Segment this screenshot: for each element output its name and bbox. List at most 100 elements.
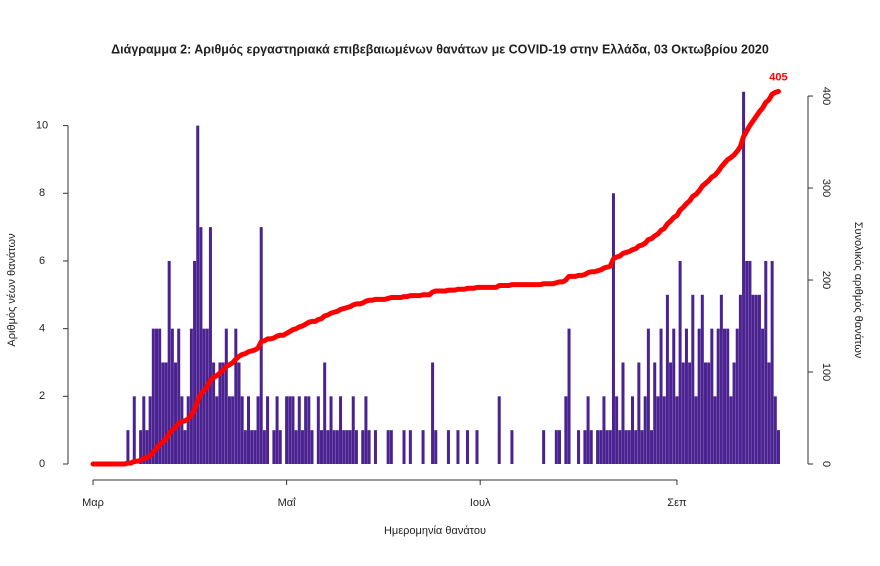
bar: [611, 193, 615, 465]
bar: [764, 260, 768, 464]
bar: [364, 396, 368, 464]
bar: [662, 396, 666, 464]
bar: [329, 396, 333, 464]
bar: [221, 362, 225, 464]
bar: [542, 430, 546, 464]
bar: [132, 396, 136, 464]
bar: [732, 362, 736, 464]
bar: [688, 362, 692, 464]
bar: [272, 430, 276, 464]
bar: [215, 396, 219, 464]
bar: [748, 260, 752, 464]
bar: [431, 362, 435, 464]
bar: [189, 328, 193, 464]
bar: [202, 328, 206, 464]
bar: [402, 430, 406, 464]
bar: [694, 396, 698, 464]
bar: [319, 430, 324, 464]
bar: [510, 430, 514, 464]
bar: [237, 362, 241, 464]
bar: [745, 260, 749, 464]
bar: [770, 260, 774, 464]
bar: [567, 328, 571, 464]
cumulative-line: [90, 88, 781, 467]
bar: [713, 396, 717, 464]
x-axis-title: Ημερομηνία θανάτου: [384, 525, 486, 537]
bar: [691, 294, 695, 464]
bar: [742, 91, 746, 465]
annotation: 405: [769, 71, 787, 83]
bar: [446, 430, 450, 464]
bar: [475, 430, 479, 464]
y2-tick-label: 100: [820, 363, 832, 381]
bar: [300, 430, 304, 464]
bar: [212, 362, 216, 464]
bar: [615, 396, 619, 464]
bar: [589, 430, 593, 464]
bar: [678, 260, 682, 464]
bar: [158, 328, 162, 464]
bar: [154, 328, 158, 464]
bar: [624, 430, 628, 464]
x-tick-label: Μαρ: [82, 497, 104, 509]
bar: [126, 430, 130, 464]
bar: [148, 396, 152, 464]
bar: [710, 328, 714, 464]
bar: [142, 396, 146, 464]
bar: [605, 430, 609, 464]
bar: [164, 362, 168, 464]
bar: [288, 396, 292, 464]
bar: [227, 396, 231, 464]
bar: [234, 328, 238, 464]
bar: [719, 294, 723, 464]
bar: [564, 396, 568, 464]
bar: [456, 430, 460, 464]
bar: [326, 430, 330, 464]
bar: [316, 396, 320, 464]
bar: [751, 294, 755, 464]
bar: [205, 328, 209, 464]
bar: [703, 362, 707, 464]
bar: [294, 430, 298, 464]
chart-title: Διάγραμμα 2: Αριθμός εργαστηριακά επιβεβ…: [111, 42, 769, 56]
bar: [174, 362, 178, 464]
bar: [421, 430, 425, 464]
bar: [497, 396, 501, 464]
bar: [208, 227, 212, 464]
y-tick-label: 8: [39, 187, 45, 199]
bar: [389, 430, 393, 464]
bar: [634, 430, 638, 464]
bar: [697, 328, 701, 464]
bar: [332, 430, 336, 464]
bar: [726, 328, 730, 464]
bar: [596, 430, 600, 464]
bar: [323, 362, 327, 464]
bar: [700, 294, 704, 464]
bar: [757, 294, 761, 464]
bar: [637, 362, 641, 464]
bar: [599, 430, 603, 464]
bar: [262, 430, 266, 464]
bar: [348, 430, 352, 464]
bar: [218, 362, 222, 464]
bar: [310, 430, 314, 464]
bar: [554, 430, 558, 464]
bar: [351, 396, 355, 464]
y-tick-label: 10: [36, 120, 48, 132]
bar: [145, 430, 149, 464]
y2-tick-label: 200: [820, 271, 832, 289]
bar: [767, 362, 771, 464]
bar: [266, 396, 270, 464]
bar: [602, 396, 606, 464]
bar: [243, 430, 247, 464]
bar: [621, 362, 625, 464]
bar: [345, 430, 349, 464]
y2-tick-label: 0: [820, 461, 832, 467]
bar: [656, 396, 660, 464]
bar: [183, 430, 187, 464]
bar: [627, 430, 631, 464]
bar: [253, 430, 257, 464]
bar: [275, 396, 279, 464]
bar: [250, 430, 254, 464]
bar: [675, 396, 679, 464]
